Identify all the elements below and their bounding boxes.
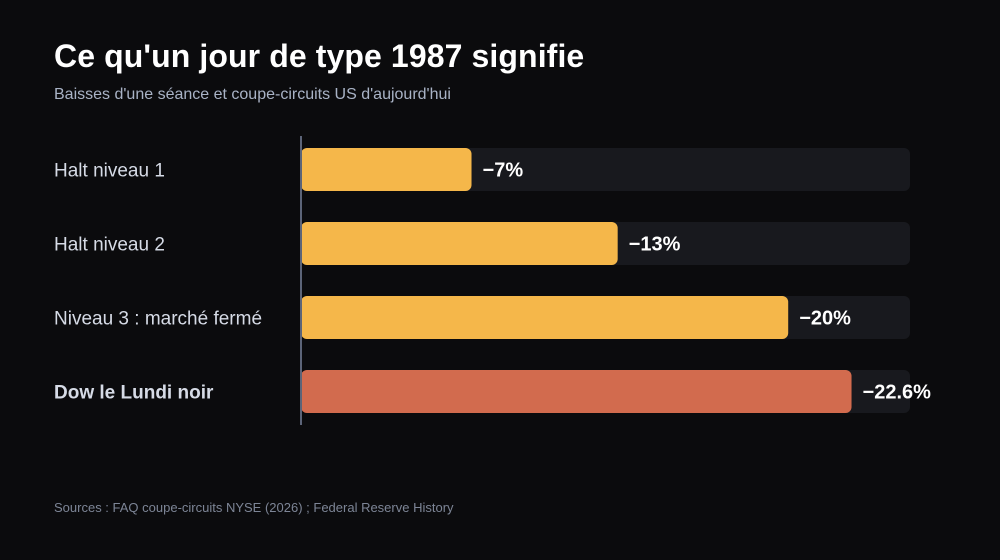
- category-label: Halt niveau 2: [54, 235, 165, 256]
- bar: [301, 148, 472, 191]
- value-label: −20%: [799, 308, 851, 330]
- chart-subtitle: Baisses d'une séance et coupe-circuits U…: [54, 86, 451, 103]
- bar: [301, 370, 852, 413]
- value-label: −22.6%: [863, 382, 932, 404]
- value-label: −7%: [483, 160, 524, 182]
- bar: [301, 296, 789, 339]
- bar: [301, 222, 618, 265]
- category-label: Halt niveau 1: [54, 161, 165, 182]
- value-label: −13%: [629, 234, 681, 256]
- category-label: Dow le Lundi noir: [54, 383, 214, 404]
- chart-title: Ce qu'un jour de type 1987 signifie: [54, 38, 585, 74]
- category-label: Niveau 3 : marché fermé: [54, 309, 262, 330]
- source-note: Sources : FAQ coupe-circuits NYSE (2026)…: [54, 500, 454, 515]
